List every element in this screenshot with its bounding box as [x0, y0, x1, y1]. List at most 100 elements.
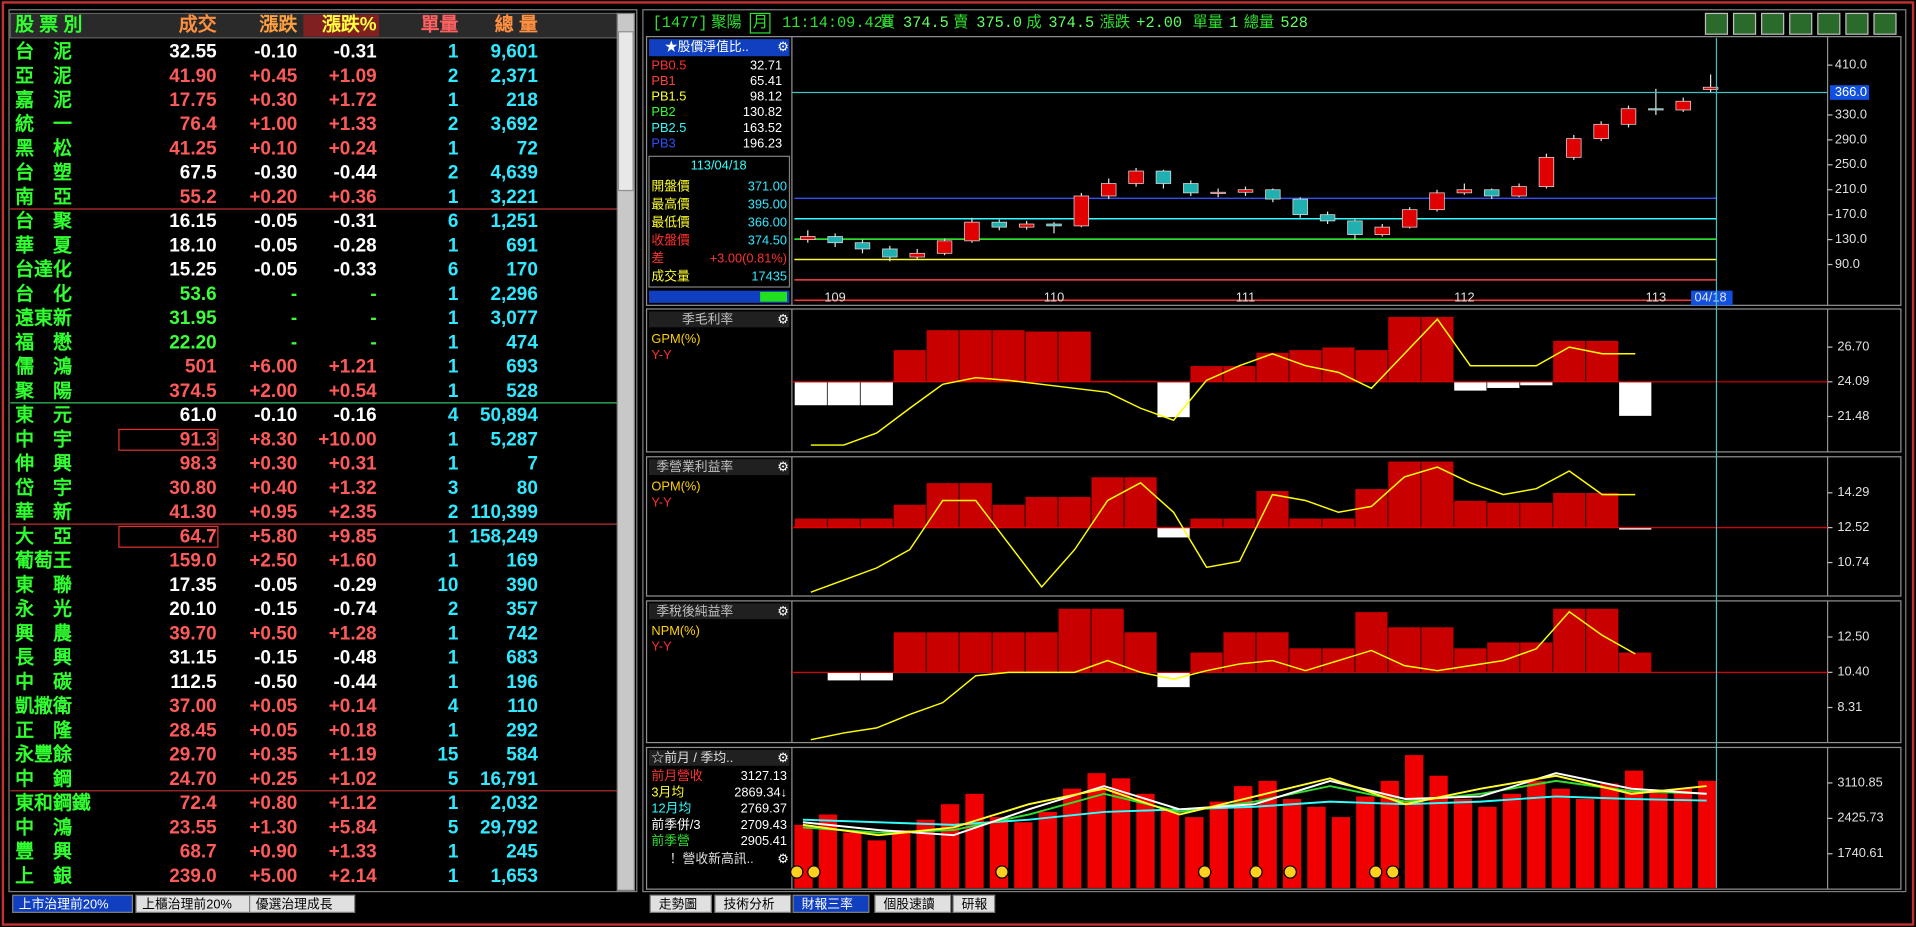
list-tab[interactable]	[249, 894, 356, 913]
view-tab-label[interactable]: 個股速讀	[883, 896, 934, 911]
stock-name: 大 亞	[15, 524, 72, 547]
revenue-bar	[1649, 791, 1668, 888]
stock-cell: 1	[448, 720, 459, 741]
stock-cell: 110	[507, 696, 538, 717]
ratio-bar	[1255, 352, 1290, 383]
signal-icon	[1249, 865, 1263, 879]
view-tab[interactable]	[792, 894, 870, 913]
candle-body	[882, 248, 898, 258]
ratio-bar	[1453, 381, 1488, 392]
ratio-bar	[1618, 381, 1653, 417]
stock-name: 台 泥	[15, 40, 72, 63]
toolbar-button[interactable]	[1732, 12, 1757, 35]
yoy-line	[810, 610, 1636, 741]
stock-cell: 239.0	[169, 866, 216, 887]
quote-item: 528	[1280, 14, 1307, 32]
info-value: 395.00	[748, 196, 787, 211]
stock-code: [1477]	[653, 14, 708, 32]
stock-cell: 110,399	[470, 502, 537, 523]
view-tab-label[interactable]: 研報	[962, 896, 988, 911]
view-tab[interactable]	[952, 894, 996, 913]
stock-cell: -0.31	[333, 211, 376, 232]
stock-name: 中 鋼	[15, 767, 72, 790]
view-tab[interactable]	[649, 894, 712, 913]
revenue-bar	[1453, 799, 1473, 888]
stock-cell: 169	[506, 551, 538, 572]
stock-cell: 374.5	[169, 381, 216, 402]
revenue-bar	[843, 832, 862, 888]
period: 月	[753, 14, 768, 32]
list-tab-label[interactable]: 優選治理成長	[256, 896, 333, 911]
y-tick-label: 24.09	[1837, 373, 1869, 388]
view-tab-label[interactable]: 走勢圖	[659, 896, 697, 911]
ratio-bar	[892, 631, 927, 673]
stock-cell: 24.70	[169, 769, 216, 790]
ratio-bar	[826, 671, 861, 682]
stock-cell: 112.5	[170, 672, 216, 693]
panel-title: 季營業利益率	[656, 459, 733, 474]
candle-body	[1046, 223, 1062, 227]
stock-name: 長 興	[15, 647, 72, 669]
stock-cell: 218	[506, 90, 538, 111]
revenue-line	[802, 779, 1707, 834]
stock-cell: 3,692	[490, 114, 537, 135]
period-box[interactable]	[749, 12, 771, 34]
candle-body	[1648, 108, 1664, 111]
stock-cell: 170	[506, 260, 538, 281]
candle-body	[1511, 186, 1527, 197]
scroll-thumb[interactable]	[617, 31, 634, 192]
column-header: 單量	[421, 14, 459, 36]
stock-cell: -0.05	[254, 211, 297, 232]
gear-icon: ⚙	[777, 39, 789, 54]
stock-cell: 1	[448, 308, 459, 329]
stock-cell: 7	[527, 454, 538, 475]
y-tick-label: 3110.85	[1837, 774, 1882, 789]
y-tick-label: 8.31	[1837, 699, 1862, 714]
revenue-bar	[1063, 788, 1082, 888]
stock-cell: 1	[448, 842, 459, 863]
ratio-bar	[892, 349, 927, 383]
stock-cell: 39.70	[169, 623, 216, 644]
stock-cell: 53.6	[180, 284, 217, 305]
stock-name: 台 聚	[15, 209, 73, 232]
stock-cell: +0.50	[249, 623, 297, 644]
ratio-bar	[1453, 500, 1488, 528]
toolbar-button[interactable]	[1789, 12, 1813, 35]
quote-item: 375.0	[976, 14, 1022, 32]
ratio-bar	[1090, 476, 1125, 528]
list-tab-label[interactable]: 上櫃治理前20%	[142, 896, 232, 911]
stock-name: 遠東新	[15, 306, 72, 329]
ratio-bar	[1189, 365, 1224, 383]
ratio-bar	[1486, 502, 1521, 528]
stock-cell: +0.05	[249, 696, 297, 717]
stock-cell: +1.72	[329, 90, 377, 111]
list-tab[interactable]	[12, 894, 133, 913]
candle-body	[827, 236, 843, 244]
stock-cell: 29.70	[169, 745, 216, 766]
signal-icon	[995, 865, 1009, 879]
stock-cell: 17.75	[169, 90, 216, 111]
ratio-bar	[1024, 330, 1059, 383]
toolbar-button[interactable]	[1873, 12, 1897, 35]
stock-cell: +1.12	[329, 793, 377, 814]
toolbar-button[interactable]	[1704, 12, 1729, 35]
stock-cell: 1	[448, 284, 459, 305]
list-tab-label[interactable]: 上市治理前20%	[19, 896, 109, 911]
view-tab[interactable]	[714, 894, 792, 913]
toolbar-button[interactable]	[1761, 12, 1785, 35]
panel-title: 季稅後純益率	[656, 603, 733, 618]
toolbar-button[interactable]	[1817, 12, 1841, 35]
view-tab-label[interactable]: 財報三率	[802, 896, 853, 911]
view-tab[interactable]	[874, 894, 952, 913]
stock-cell: -0.10	[254, 405, 297, 426]
candle-body	[1073, 195, 1090, 227]
stock-cell: 2	[448, 114, 459, 135]
pb-name: PB2	[651, 104, 675, 119]
toolbar-button[interactable]	[1845, 12, 1869, 35]
current-label: 366.0	[1835, 84, 1867, 99]
gear-icon: ⚙	[777, 459, 789, 474]
stock-name: 東和鋼鐵	[15, 791, 91, 814]
stock-cell: 357	[506, 599, 538, 620]
ratio-bar	[1552, 608, 1587, 673]
view-tab-label[interactable]: 技術分析	[724, 896, 775, 911]
